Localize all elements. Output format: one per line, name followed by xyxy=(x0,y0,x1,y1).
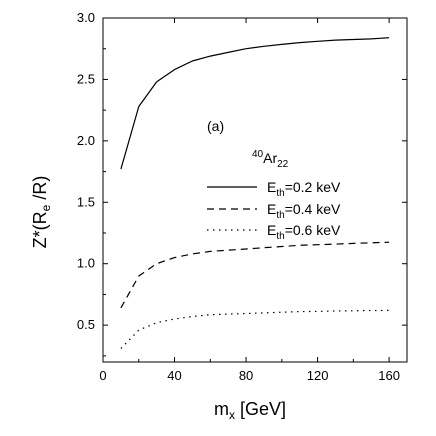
legend-entry-1-main: E xyxy=(267,179,276,195)
series-line-1 xyxy=(120,37,390,170)
x-tick-label: 0 xyxy=(99,368,106,383)
legend-header-main: Ar xyxy=(263,150,277,166)
y-tick-label: 2.0 xyxy=(77,133,95,148)
panel-label: (a) xyxy=(207,118,224,134)
legend-entry-1-rest: =0.2 keV xyxy=(285,179,341,195)
x-axis-title-main: m xyxy=(214,399,229,419)
series-lines xyxy=(120,37,390,349)
x-axis-title-sub: x xyxy=(229,408,235,422)
legend-entry-2-sub: th xyxy=(276,210,284,221)
x-tick-label: 40 xyxy=(167,368,181,383)
plot-border xyxy=(102,17,408,363)
legend-entry-2-rest: =0.4 keV xyxy=(285,201,341,217)
series-line-2 xyxy=(120,241,390,309)
x-tick-label: 160 xyxy=(378,368,400,383)
x-axis-title-rest: [GeV] xyxy=(235,399,286,419)
y-tick-label: 1.5 xyxy=(77,194,95,209)
legend: 40Ar22 Eth=0.2 keV Eth=0.4 keV Eth=0.6 k… xyxy=(207,149,341,242)
legend-entry-2: Eth=0.4 keV xyxy=(267,201,341,221)
y-tick-label: 2.5 xyxy=(77,71,95,86)
legend-entry-1: Eth=0.2 keV xyxy=(267,179,341,199)
x-tick-label: 120 xyxy=(307,368,329,383)
y-axis-title-p2: /R) xyxy=(30,176,50,205)
legend-entry-2-main: E xyxy=(267,201,276,217)
y-tick-label: 3.0 xyxy=(77,10,95,25)
ticks: 0 40 80 120 160 0.5 1.0 1.5 2.0 2.5 3.0 xyxy=(77,10,407,383)
legend-header-sup: 40 xyxy=(252,149,264,160)
y-axis-title-sub: e xyxy=(39,204,53,211)
plot-frame xyxy=(102,17,408,363)
legend-entry-3: Eth=0.6 keV xyxy=(267,222,341,242)
y-axis-title-p1: Z*(R xyxy=(30,211,50,248)
series-line-3 xyxy=(120,309,390,349)
y-axis-title: Z*(Re /R) xyxy=(30,176,53,249)
legend-entry-3-main: E xyxy=(267,222,276,238)
y-tick-label: 1.0 xyxy=(77,256,95,271)
legend-entry-3-rest: =0.6 keV xyxy=(285,222,341,238)
legend-entry-1-sub: th xyxy=(276,188,284,199)
legend-header-sub: 22 xyxy=(277,159,289,170)
x-tick-label: 80 xyxy=(239,368,253,383)
y-tick-label: 0.5 xyxy=(77,317,95,332)
x-axis-title: mx [GeV] xyxy=(214,399,286,422)
legend-entry-3-sub: th xyxy=(276,231,284,242)
legend-header: 40Ar22 xyxy=(252,149,289,170)
